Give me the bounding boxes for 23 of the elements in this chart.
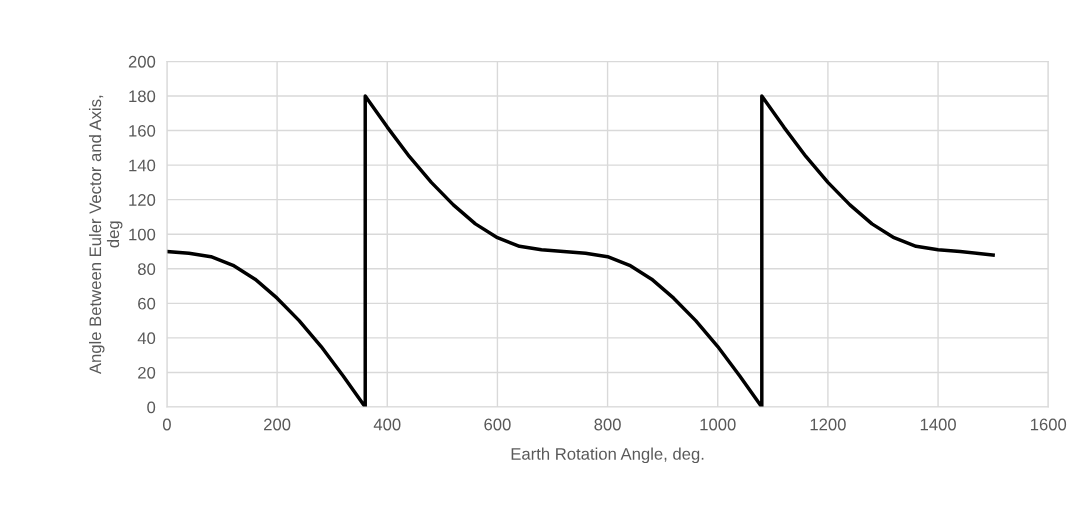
y-tick-label: 80 <box>138 263 156 275</box>
y-tick-label: 140 <box>129 159 156 172</box>
y-tick-label: 200 <box>128 55 156 68</box>
x-tick-label: 600 <box>484 418 511 431</box>
y-tick-label: 20 <box>138 366 156 379</box>
y-tick-label: 180 <box>129 90 156 103</box>
y-axis-title: Angle Between Euler Vector and Axis, deg <box>88 95 123 375</box>
x-tick-label: 1200 <box>810 418 846 431</box>
y-tick-label: 40 <box>137 332 156 345</box>
x-tick-label: 1000 <box>700 418 736 431</box>
x-axis-title: Earth Rotation Angle, deg. <box>511 447 704 464</box>
line-series <box>166 94 995 408</box>
x-tick-label: 0 <box>162 418 171 431</box>
x-tick-label: 800 <box>594 418 621 431</box>
y-tick-label: 100 <box>129 228 156 241</box>
y-tick-label: 120 <box>129 194 156 206</box>
y-tick-label: 160 <box>129 124 156 137</box>
y-tick-label: 60 <box>138 297 156 310</box>
x-tick-label: 1600 <box>1030 418 1067 431</box>
x-tick-label: 400 <box>373 418 401 431</box>
y-tick-label: 0 <box>147 401 156 414</box>
x-tick-label: 1400 <box>920 418 956 431</box>
x-tick-label: 200 <box>264 418 291 431</box>
